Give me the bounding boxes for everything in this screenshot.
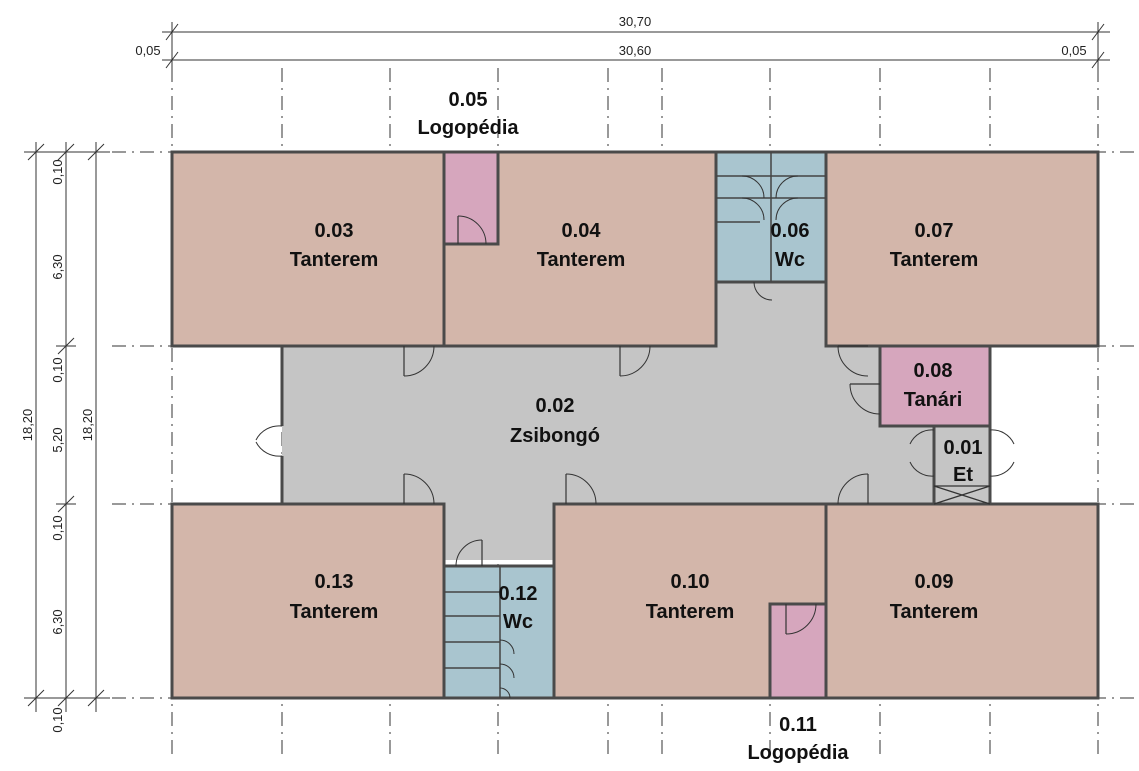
room-name: Wc xyxy=(775,249,805,271)
room-fill-0.08 xyxy=(880,346,990,426)
room-number: 0.04 xyxy=(562,220,602,242)
room-name: Wc xyxy=(503,611,533,633)
room-0.11: 0.11 Logopédia xyxy=(747,714,849,764)
dimension-top: 30,70 30,60 0,05 0,05 xyxy=(135,14,1110,72)
room-name: Tanterem xyxy=(890,601,979,623)
room-number: 0.13 xyxy=(315,571,354,593)
dim-vertical-inner: 18,20 xyxy=(80,409,95,442)
dim-seg-1: 0,10 xyxy=(50,159,65,184)
dim-vertical-outer: 18,20 xyxy=(20,409,35,442)
room-name: Logopédia xyxy=(417,117,519,139)
dimension-left: 18,20 18,20 0,10 6,30 0,10 5,20 0,10 6,3… xyxy=(20,142,110,733)
room-number: 0.12 xyxy=(499,583,538,605)
room-number: 0.09 xyxy=(915,571,954,593)
room-name: Tanterem xyxy=(646,601,735,623)
room-0.03: 0.03 Tanterem xyxy=(290,220,379,271)
room-name: Tanári xyxy=(904,389,963,411)
room-number: 0.10 xyxy=(671,571,710,593)
room-0.12: 0.12 Wc xyxy=(499,583,538,633)
room-number: 0.11 xyxy=(779,714,817,736)
dim-left-offset: 0,05 xyxy=(135,43,160,58)
room-number: 0.03 xyxy=(315,220,354,242)
room-fill-0.07 xyxy=(826,152,1098,346)
room-0.05: 0.05 Logopédia xyxy=(417,89,519,139)
dim-seg-2: 6,30 xyxy=(50,254,65,279)
room-0.13: 0.13 Tanterem xyxy=(290,571,379,623)
room-name: Tanterem xyxy=(890,249,979,271)
room-fill-0.03 xyxy=(172,152,444,346)
room-number: 0.01 xyxy=(944,437,983,459)
room-name: Tanterem xyxy=(290,249,379,271)
doors xyxy=(255,215,1015,635)
room-0.10: 0.10 Tanterem xyxy=(646,571,735,623)
dim-seg-5: 0,10 xyxy=(50,515,65,540)
room-fill-0.01 xyxy=(934,426,990,504)
room-fill-0.05 xyxy=(444,152,498,244)
room-0.09: 0.09 Tanterem xyxy=(890,571,979,623)
room-number: 0.05 xyxy=(449,89,488,111)
room-name: Tanterem xyxy=(290,601,379,623)
room-number: 0.07 xyxy=(915,220,954,242)
room-0.01: 0.01 Et xyxy=(944,437,983,486)
room-fill-0.11 xyxy=(770,604,826,698)
dim-inner: 30,60 xyxy=(619,43,652,58)
wc-stalls-012 xyxy=(444,566,515,699)
room-number: 0.06 xyxy=(771,220,810,242)
dim-total: 30,70 xyxy=(619,14,652,29)
room-fill-0.13 xyxy=(172,504,444,698)
room-0.04: 0.04 Tanterem xyxy=(537,220,626,271)
room-0.02: 0.02 Zsibongó xyxy=(510,395,600,447)
wc-stalls-006 xyxy=(716,152,826,301)
room-number: 0.08 xyxy=(914,360,953,382)
room-name: Logopédia xyxy=(747,742,849,764)
dim-seg-3: 0,10 xyxy=(50,357,65,382)
walls xyxy=(170,150,1100,700)
room-number: 0.02 xyxy=(536,395,575,417)
room-0.07: 0.07 Tanterem xyxy=(890,220,979,271)
dim-seg-7: 0,10 xyxy=(50,707,65,732)
room-name: Tanterem xyxy=(537,249,626,271)
room-fill-0.09 xyxy=(826,504,1098,698)
room-name: Zsibongó xyxy=(510,425,600,447)
room-0.08: 0.08 Tanári xyxy=(904,360,963,411)
dim-seg-4: 5,20 xyxy=(50,427,65,452)
room-labels: 0.03 Tanterem 0.04 Tanterem 0.05 Logopéd… xyxy=(290,89,983,764)
dim-right-offset: 0,05 xyxy=(1061,43,1086,58)
room-name: Et xyxy=(953,464,973,486)
room-0.06: 0.06 Wc xyxy=(771,220,810,271)
dim-seg-6: 6,30 xyxy=(50,609,65,634)
room-fill-0.12 xyxy=(444,566,554,698)
